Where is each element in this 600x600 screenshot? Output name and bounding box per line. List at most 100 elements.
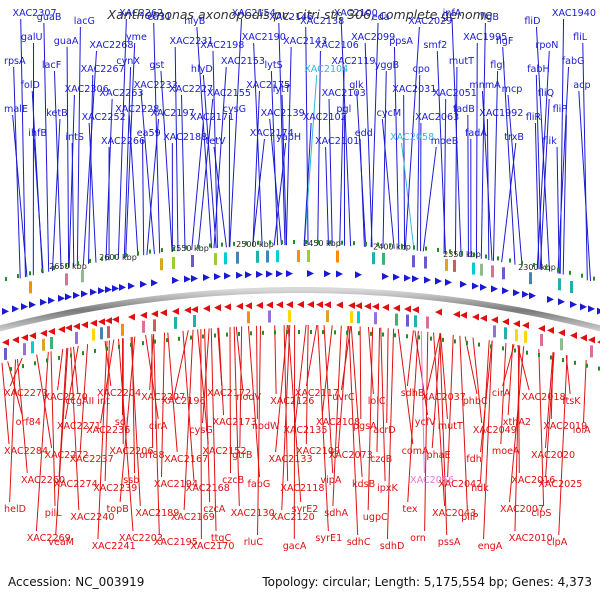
reverse-feature: [48, 327, 55, 335]
leader-line: [382, 70, 387, 248]
forward-gene-label: fadB: [453, 104, 475, 115]
reverse-gene-label: nodW: [252, 421, 280, 432]
forward-gene-label: XAC2143: [283, 36, 327, 47]
reverse-gene-label: ssb: [123, 475, 139, 486]
reverse-gene-label: XAC2195: [154, 537, 198, 548]
reverse-gene-label: XAC2152: [202, 446, 246, 457]
reverse-gene-label: pgsA: [353, 421, 377, 432]
reverse-feature: [203, 304, 210, 312]
leader-line: [443, 98, 447, 254]
tick-mark: [106, 346, 108, 351]
leader-line: [397, 329, 414, 445]
reverse-feature: [491, 316, 498, 324]
leader-line: [55, 347, 69, 536]
forward-feature: [355, 271, 362, 279]
feature-block: [65, 273, 68, 286]
reverse-gene-label: XAC2007: [500, 504, 544, 515]
tick-mark: [257, 240, 259, 245]
reverse-gene-label: phaE: [427, 450, 451, 461]
forward-gene-label: XAC2307: [13, 8, 57, 19]
leader-line: [578, 90, 592, 282]
reverse-feature: [151, 310, 158, 318]
tick-mark: [77, 261, 79, 266]
leader-line: [233, 326, 240, 507]
feature-block: [570, 281, 573, 293]
forward-gene-label: XAC2252: [82, 112, 126, 123]
leader-line: [294, 324, 307, 424]
tick-mark: [334, 330, 336, 335]
tick-mark: [562, 358, 564, 363]
forward-gene-label: XAC2174: [250, 128, 294, 139]
tick-mark: [65, 263, 67, 268]
tick-mark: [389, 243, 391, 248]
tick-mark: [502, 346, 504, 351]
tick-mark: [142, 341, 144, 346]
forward-gene-label: XAC2171: [190, 112, 234, 123]
tick-mark: [557, 268, 559, 273]
leader-line: [501, 142, 517, 263]
tick-mark: [461, 250, 463, 255]
tick-mark: [514, 348, 516, 353]
forward-gene-label: eda: [372, 12, 390, 23]
reverse-feature: [191, 306, 198, 314]
leader-line: [431, 333, 442, 449]
forward-gene-label: glk: [349, 80, 364, 91]
reverse-gene-label: clpA: [547, 537, 568, 548]
leader-line: [87, 74, 94, 264]
forward-feature: [105, 286, 112, 294]
leader-line: [323, 325, 334, 474]
forward-gene-label: XAC2058: [390, 132, 434, 143]
leader-line: [161, 332, 166, 478]
forward-feature: [12, 305, 19, 313]
tick-mark: [10, 367, 12, 372]
feature-block: [288, 310, 291, 323]
leader-line: [73, 346, 79, 395]
reverse-feature: [297, 301, 304, 309]
reverse-gene-label: sdhC: [347, 537, 371, 548]
reverse-gene-label: XAC2049: [473, 425, 517, 436]
tick-mark: [17, 274, 19, 279]
leader-line: [202, 74, 217, 249]
reverse-feature: [372, 303, 379, 311]
leader-line: [459, 335, 468, 511]
reverse-gene-label: czcB: [370, 454, 392, 465]
leader-line: [196, 26, 213, 249]
reverse-feature: [105, 317, 112, 325]
forward-gene-label: malE: [4, 104, 28, 115]
leader-line: [305, 26, 309, 246]
forward-gene-label: XAC2155: [207, 88, 251, 99]
tick-mark: [178, 336, 180, 341]
tick-mark: [226, 332, 228, 337]
forward-gene-label: fliQ: [538, 88, 555, 99]
tick-mark: [233, 241, 235, 246]
feature-block: [372, 252, 375, 265]
reverse-feature: [404, 305, 411, 313]
leader-line: [275, 325, 288, 453]
reverse-gene-label: cirA: [149, 421, 168, 432]
feature-block: [31, 341, 34, 354]
leader-line: [130, 337, 141, 507]
leader-line: [51, 118, 61, 272]
reverse-feature: [460, 311, 467, 319]
leader-line: [213, 146, 227, 248]
forward-gene-label: edd: [355, 128, 373, 139]
forward-gene-label: XAC2306: [65, 84, 109, 95]
leader-line: [278, 22, 286, 246]
feature-block: [4, 347, 7, 360]
forward-feature: [570, 301, 577, 309]
reverse-feature: [382, 303, 389, 311]
leader-line: [64, 345, 79, 420]
leader-line: [58, 348, 68, 478]
feature-block: [445, 258, 448, 271]
tick-mark: [322, 330, 324, 335]
reverse-feature: [348, 301, 355, 309]
forward-gene-label: fadA: [465, 128, 487, 139]
forward-feature: [547, 295, 554, 303]
leader-line: [507, 94, 523, 266]
feature-block: [480, 263, 483, 276]
leader-line: [386, 328, 389, 424]
leader-line: [364, 42, 373, 248]
forward-gene-label: XAC2188: [163, 132, 207, 143]
forward-gene-label: flgF: [496, 36, 514, 47]
reverse-feature: [502, 318, 509, 326]
